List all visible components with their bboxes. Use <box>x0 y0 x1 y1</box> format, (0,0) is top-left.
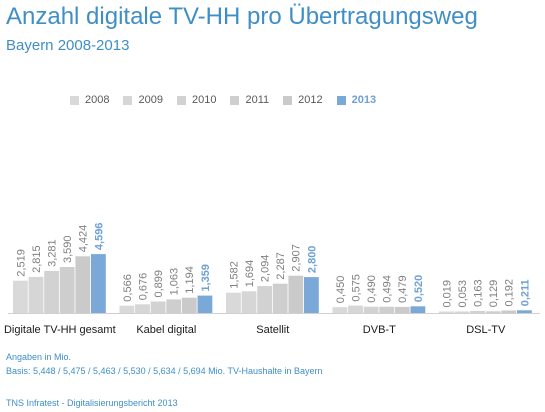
bar-2013-0 <box>91 254 106 313</box>
data-label-2010-2: 2,094 <box>260 255 272 283</box>
source-note: TNS Infratest - Digitalisierungsbericht … <box>6 398 178 408</box>
bar-2012-3 <box>394 306 410 313</box>
category-label-4: DSL-TV <box>466 324 506 336</box>
category-label-0: Digitale TV-HH gesamt <box>4 324 116 336</box>
bar-2012-2 <box>288 275 304 313</box>
data-label-2009-2: 1,694 <box>244 260 256 288</box>
data-label-2012-1: 1,194 <box>184 266 196 294</box>
data-label-2008-2: 1,582 <box>228 261 240 289</box>
bar-2011-1 <box>166 299 182 313</box>
data-label-2013-3: 0,520 <box>413 275 425 303</box>
data-label-2013-1: 1,359 <box>200 264 212 292</box>
data-label-2011-2: 2,287 <box>275 252 287 280</box>
legend-swatch-2010 <box>176 95 186 105</box>
bar-2009-0 <box>28 276 44 313</box>
legend-item-2009: 2009 <box>123 94 163 106</box>
legend-label-2009: 2009 <box>138 94 163 106</box>
data-label-2010-0: 3,281 <box>47 239 59 267</box>
bar-2013-4 <box>517 310 532 313</box>
bar-2008-2 <box>226 292 241 313</box>
legend-swatch-2012 <box>283 95 293 105</box>
bar-2013-2 <box>304 277 319 313</box>
bar-2013-1 <box>197 295 213 313</box>
legend-label-2011: 2011 <box>245 94 270 106</box>
data-label-2011-0: 3,590 <box>62 235 74 263</box>
category-label-2: Satellit <box>256 324 289 336</box>
data-label-2009-0: 2,815 <box>31 245 43 273</box>
legend-item-2013: 2013 <box>336 94 377 106</box>
bar-2008-4 <box>439 311 454 313</box>
bar-2012-1 <box>181 297 197 313</box>
legend-swatch-2008 <box>70 95 79 105</box>
bar-2013-3 <box>410 306 426 313</box>
data-label-2013-4: 0,211 <box>519 279 531 306</box>
data-label-2012-0: 4,424 <box>78 225 90 253</box>
data-label-2008-3: 0,450 <box>335 276 347 304</box>
bar-2008-3 <box>332 307 348 313</box>
bar-2011-0 <box>59 267 75 313</box>
data-label-2013-2: 2,800 <box>306 246 318 274</box>
legend-item-2011: 2011 <box>230 94 269 106</box>
legend-swatch-2011 <box>230 95 240 105</box>
data-label-2010-1: 0,899 <box>153 270 165 298</box>
data-label-2012-2: 2,907 <box>291 244 303 272</box>
data-label-2011-3: 0,494 <box>382 275 394 303</box>
category-label-3: DVB-T <box>363 324 396 336</box>
chart-title: Anzahl digitale TV-HH pro Übertragungswe… <box>6 3 478 30</box>
bar-2011-3 <box>379 306 395 313</box>
data-label-2012-4: 0,192 <box>504 279 516 307</box>
legend-swatch-2009 <box>123 95 133 105</box>
legend-label-2008: 2008 <box>85 94 110 106</box>
bar-chart: 2,519 2,815 3,281 3,590 4,424 4,596 Digitale T… <box>4 223 540 336</box>
chart-legend: 2008 2009 2010 2011 2012 2013 <box>70 94 390 106</box>
bar-2010-2 <box>257 286 272 313</box>
data-label-2010-3: 0,490 <box>366 275 378 303</box>
bar-2009-1 <box>135 304 150 313</box>
data-label-2008-1: 0,566 <box>122 274 134 302</box>
data-label-2009-1: 0,676 <box>137 273 149 301</box>
bar-2012-4 <box>501 310 517 313</box>
bar-2008-0 <box>13 280 28 313</box>
category-label-1: Kabel digital <box>136 324 196 336</box>
data-label-2008-0: 2,519 <box>15 249 27 277</box>
bar-2009-4 <box>454 311 470 313</box>
bar-2011-2 <box>272 283 288 313</box>
bar-2010-0 <box>44 270 59 313</box>
bar-2012-0 <box>75 256 91 313</box>
legend-item-2010: 2010 <box>176 94 217 106</box>
bar-2011-4 <box>485 311 501 313</box>
legend-item-2012: 2012 <box>283 94 323 106</box>
data-label-2008-4: 0,019 <box>441 280 453 308</box>
legend-item-2008: 2008 <box>70 94 109 106</box>
legend-label-2012: 2012 <box>298 94 323 106</box>
legend-label-2013: 2013 <box>351 94 377 106</box>
bar-2010-4 <box>470 310 485 313</box>
data-label-2011-1: 1,063 <box>169 268 181 296</box>
footnote-basis: Basis: 5,448 / 5,475 / 5,463 / 5,530 / 5… <box>6 366 323 376</box>
bar-2009-3 <box>348 305 363 313</box>
data-label-2013-0: 4,596 <box>93 223 105 251</box>
bar-2010-1 <box>150 301 166 313</box>
legend-label-2010: 2010 <box>191 94 217 106</box>
data-label-2009-4: 0,053 <box>457 280 469 308</box>
data-label-2011-4: 0,129 <box>488 280 500 308</box>
bar-2009-2 <box>241 291 257 313</box>
bar-2008-1 <box>119 305 135 313</box>
data-label-2010-4: 0,163 <box>473 279 485 307</box>
chart-subtitle: Bayern 2008-2013 <box>6 37 130 54</box>
data-label-2012-3: 0,479 <box>397 275 409 303</box>
bar-2010-3 <box>363 306 379 313</box>
footnote-units: Angaben in Mio. <box>6 352 72 362</box>
data-label-2009-3: 0,575 <box>350 274 362 302</box>
legend-swatch-2013 <box>336 95 346 105</box>
